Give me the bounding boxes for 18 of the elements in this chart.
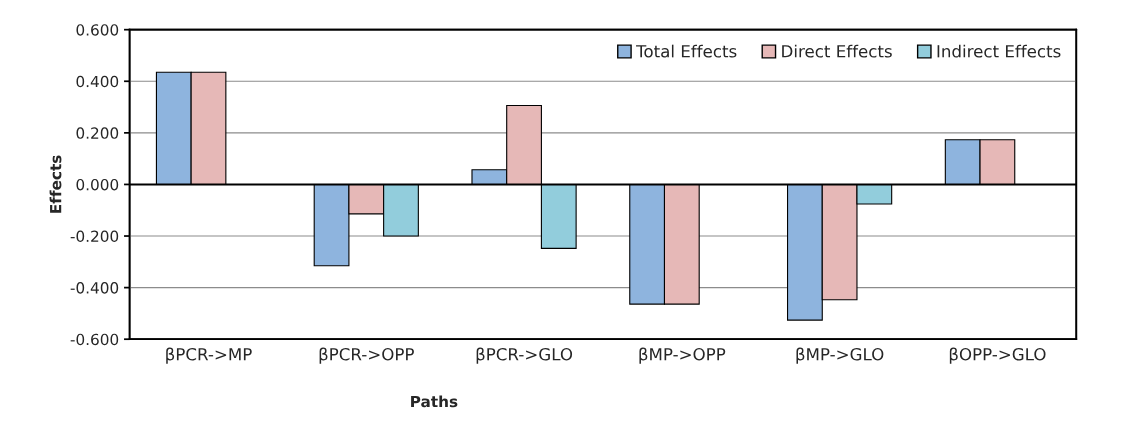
- x-tick-label: βMP->GLO: [796, 347, 884, 364]
- x-tick-label: βOPP->GLO: [949, 347, 1046, 364]
- y-tick-label: 0.000: [76, 178, 119, 191]
- x-tick-label: βPCR->MP: [166, 347, 252, 364]
- x-tick-label: βMP->OPP: [639, 347, 726, 364]
- y-tick-label: -0.400: [70, 282, 119, 294]
- y-tick-label: 0.600: [76, 24, 119, 36]
- y-tick-label: 0.400: [76, 75, 119, 88]
- legend-label: Direct Effects: [782, 44, 892, 58]
- legend-label: Total Effects: [636, 44, 737, 58]
- x-tick-label: βPCR->OPP: [319, 347, 414, 364]
- x-tick-label: βPCR->GLO: [476, 347, 573, 364]
- y-tick-label: 0.200: [76, 127, 119, 139]
- y-tick-label: -0.200: [70, 230, 119, 243]
- y-axis-title: Effects: [49, 155, 62, 213]
- y-tick-label: -0.600: [70, 333, 119, 346]
- x-axis-title: Paths: [411, 395, 458, 408]
- legend-label: Indirect Effects: [937, 44, 1061, 58]
